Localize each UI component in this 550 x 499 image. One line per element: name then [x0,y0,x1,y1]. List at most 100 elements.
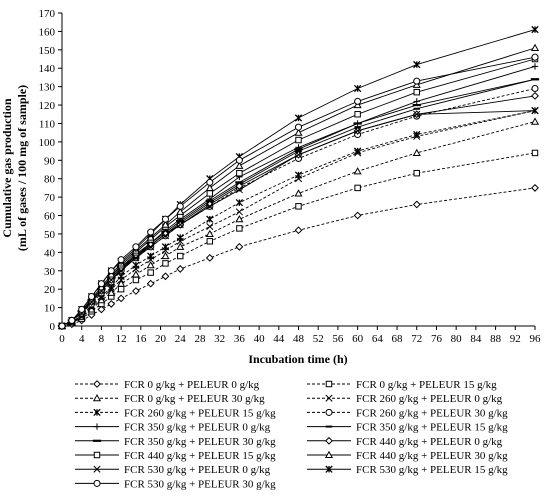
legend-item: FCR 440 g/kg + PELEUR 30 g/kg [307,450,508,462]
data-point [132,254,140,262]
series-12 [57,43,540,330]
data-point [176,242,185,250]
data-point [92,393,102,402]
data-point [97,305,106,314]
data-point [531,25,539,34]
y-tick-label: 60 [44,211,56,223]
legend-item: FCR 260 g/kg + PELEUR 15 g/kg [75,407,276,419]
y-tick-label: 50 [44,229,56,241]
data-point [93,380,101,388]
data-point [531,107,539,115]
data-point [530,117,540,125]
data-point [354,184,361,192]
data-point [325,408,333,416]
data-point [413,130,421,139]
data-point [117,285,125,293]
data-point [205,253,214,262]
legend-label: FCR 530 g/kg + PELEUR 30 g/kg [124,478,276,490]
legend-item: FCR 440 g/kg + PELEUR 0 g/kg [307,436,503,448]
data-point [93,408,101,417]
data-point [132,243,140,251]
legend-label: FCR 260 g/kg + PELEUR 0 g/kg [356,393,503,405]
data-point [413,98,420,105]
legend-item: FCR 0 g/kg + PELEUR 30 g/kg [75,393,265,405]
data-point [325,380,333,388]
data-point [176,265,185,273]
y-tick-label: 140 [39,63,56,75]
data-point [93,465,101,473]
legend-item: FCR 260 g/kg + PELEUR 30 g/kg [307,407,508,419]
x-tick-label: 76 [431,333,443,345]
x-axis-label: Incubation time (h) [248,352,347,366]
legend-label: FCR 260 g/kg + PELEUR 30 g/kg [356,407,508,419]
data-point [206,223,214,231]
legend-item: FCR 260 g/kg + PELEUR 0 g/kg [307,393,503,405]
legend-label: FCR 350 g/kg + PELEUR 0 g/kg [124,422,271,434]
x-tick-label: 60 [352,333,364,345]
data-point [132,261,140,269]
y-tick-label: 40 [44,247,56,259]
data-point [107,288,116,296]
data-point [161,230,170,238]
data-point [354,111,361,118]
x-tick-label: 8 [99,333,105,345]
data-point [97,280,105,288]
series-3 [57,117,540,330]
legend-item: FCR 440 g/kg + PELEUR 15 g/kg [75,450,276,462]
data-point [353,84,362,93]
data-point [88,293,96,301]
x-tick-label: 84 [470,333,482,345]
legend-item: FCR 530 g/kg + PELEUR 15 g/kg [307,464,508,476]
data-point [236,225,243,232]
y-tick-label: 100 [39,137,56,149]
data-point [147,228,155,236]
x-tick-label: 68 [392,333,404,345]
x-tick-label: 92 [510,333,521,345]
data-point [206,190,214,197]
y-tick-label: 30 [44,266,56,278]
legend-item: FCR 0 g/kg + PELEUR 0 g/kg [75,379,260,391]
x-tick-label: 16 [135,333,147,345]
data-point [93,451,101,459]
data-point [147,252,155,260]
x-tick-label: 0 [59,333,65,345]
x-tick-label: 48 [293,333,305,345]
data-point [162,260,169,267]
data-point [107,299,116,308]
data-point [161,251,170,260]
data-point [176,202,184,210]
y-tick-label: 110 [39,118,56,130]
data-point [235,186,243,194]
data-point [131,270,140,278]
data-point [294,128,303,136]
y-ticks: 0 10 20 30 40 50 60 70 80 90 100 110 120 130 140 150 160… [39,8,62,333]
data-point [147,243,155,251]
data-point [117,279,126,287]
data-point [176,233,184,242]
data-point [353,167,362,175]
data-point [413,77,421,85]
data-point [177,252,184,260]
y-tick-label: 170 [39,8,56,20]
data-point [206,238,214,245]
y-tick-label: 0 [50,321,56,333]
y-tick-label: 150 [39,45,56,57]
data-point [413,110,421,118]
x-tick-label: 88 [490,333,502,345]
data-point [294,123,303,131]
data-point [295,203,302,210]
data-point [132,276,140,284]
legend-label: FCR 0 g/kg + PELEUR 0 g/kg [124,379,260,391]
data-point [161,220,170,228]
x-tick-label: 44 [273,333,285,345]
data-point [117,267,125,275]
data-point [235,156,243,164]
data-point [146,261,155,269]
data-point [354,127,362,135]
series-line [61,47,536,327]
data-point [412,148,421,156]
data-point [413,88,420,96]
y-tick-label: 160 [39,26,56,38]
y-tick-label: 10 [44,303,56,315]
x-tick-label: 40 [254,333,266,345]
